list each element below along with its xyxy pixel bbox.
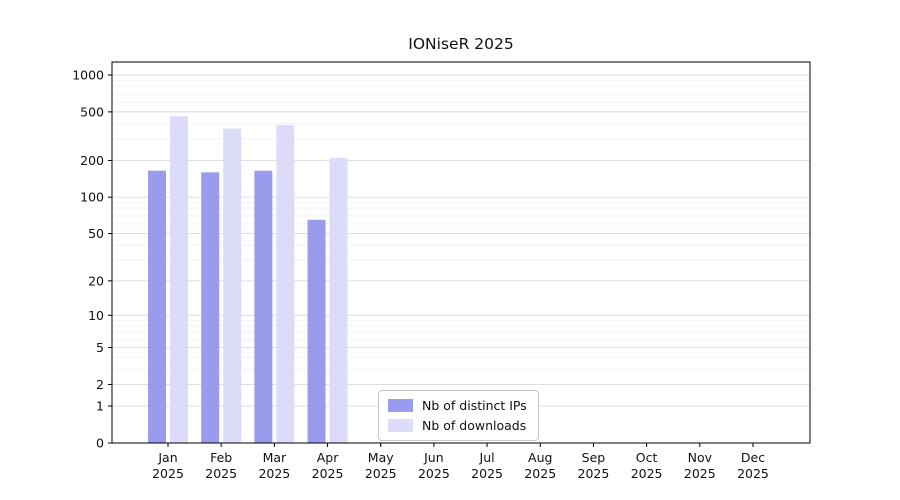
- x-tick-label-year: 2025: [258, 466, 290, 481]
- x-tick-label-year: 2025: [418, 466, 450, 481]
- x-tick-label-year: 2025: [312, 466, 344, 481]
- x-tick-label-year: 2025: [152, 466, 184, 481]
- x-tick-label-year: 2025: [471, 466, 503, 481]
- x-tick-label-year: 2025: [205, 466, 237, 481]
- legend-label-distinct-ips: Nb of distinct IPs: [422, 398, 527, 413]
- bar-downloads-jan: [170, 116, 188, 443]
- legend-item-downloads: Nb of downloads: [388, 418, 527, 433]
- x-tick-label-month: Jul: [479, 450, 495, 465]
- legend-label-downloads: Nb of downloads: [422, 418, 527, 433]
- x-tick-label-year: 2025: [737, 466, 769, 481]
- bar-downloads-apr: [329, 157, 348, 443]
- x-tick-label-month: Jan: [157, 450, 177, 465]
- bar-downloads-feb: [223, 128, 242, 444]
- x-tick-label-month: Apr: [317, 450, 339, 465]
- x-tick-label-month: Nov: [688, 450, 713, 465]
- x-tick-label-month: Oct: [636, 450, 658, 465]
- y-tick-label: 500: [80, 104, 104, 119]
- x-tick-label-year: 2025: [631, 466, 663, 481]
- legend-swatch-distinct-ips: [388, 399, 413, 412]
- bar-downloads-mar: [276, 125, 295, 443]
- y-tick-label: 20: [88, 273, 104, 288]
- legend-swatch-downloads: [388, 419, 413, 432]
- bar-distinct-ips-feb: [201, 172, 220, 443]
- x-tick-label-month: Mar: [263, 450, 287, 465]
- x-tick-label-month: Sep: [582, 450, 606, 465]
- y-tick-label: 1000: [72, 68, 104, 83]
- chart-title: IONiseR 2025: [408, 35, 513, 53]
- plot-border: [111, 61, 811, 444]
- x-tick-label-month: Feb: [210, 450, 232, 465]
- y-tick-label: 0: [96, 436, 104, 451]
- x-tick-label-year: 2025: [365, 466, 397, 481]
- y-tick-label: 2: [96, 377, 104, 392]
- axes: 01251020501002005001000Jan2025Feb2025Mar…: [72, 61, 811, 481]
- y-tick-label: 100: [80, 190, 104, 205]
- x-tick-label-month: Aug: [528, 450, 552, 465]
- bar-distinct-ips-apr: [307, 219, 326, 443]
- bar-distinct-ips-mar: [254, 170, 273, 443]
- x-tick-label-year: 2025: [578, 466, 610, 481]
- y-tick-label: 5: [96, 340, 104, 355]
- x-tick-label-year: 2025: [524, 466, 556, 481]
- x-tick-label-year: 2025: [684, 466, 716, 481]
- bars: [148, 116, 348, 444]
- legend: Nb of distinct IPs Nb of downloads: [378, 390, 539, 441]
- y-tick-label: 1: [96, 399, 104, 414]
- y-tick-label: 10: [88, 308, 104, 323]
- x-tick-label-month: Jun: [423, 450, 444, 465]
- y-tick-label: 50: [88, 226, 104, 241]
- x-tick-label-month: May: [368, 450, 394, 465]
- bar-distinct-ips-jan: [148, 170, 166, 443]
- legend-item-distinct-ips: Nb of distinct IPs: [388, 398, 527, 413]
- y-tick-label: 200: [80, 153, 104, 168]
- x-tick-label-month: Dec: [741, 450, 765, 465]
